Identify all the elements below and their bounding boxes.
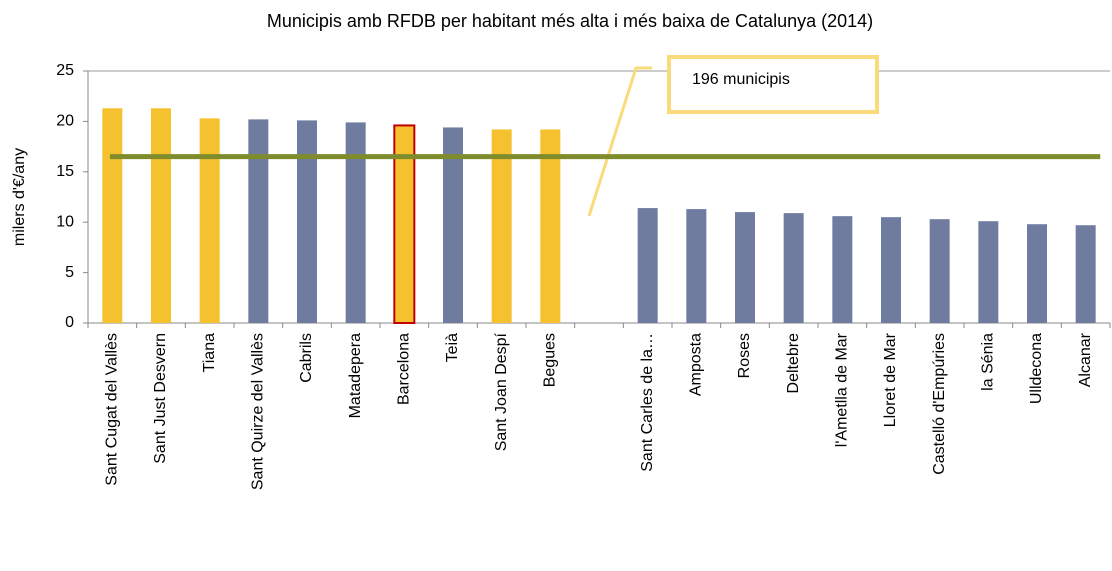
y-axis-label: milers d'€/any — [11, 148, 28, 246]
x-tick-label: Sant Quirze del Vallès — [250, 333, 267, 490]
x-tick-label: Matadepera — [347, 333, 364, 418]
x-tick-label: la Sénia — [980, 333, 997, 391]
bar — [735, 212, 755, 323]
x-tick-label: Sant Joan Despí — [493, 332, 510, 451]
bar — [1027, 224, 1047, 323]
x-tick-label: Cabrils — [298, 333, 315, 383]
bar — [929, 219, 950, 323]
x-tick-label: Deltebre — [785, 333, 802, 394]
chart-title: Municipis amb RFDB per habitant més alta… — [267, 11, 873, 31]
x-tick-label: Tiana — [201, 333, 218, 373]
y-tick-label: 10 — [56, 213, 74, 230]
y-tick-label: 15 — [56, 163, 74, 180]
x-tick-label: Sant Just Desvern — [152, 333, 169, 464]
x-tick-label: Barcelona — [396, 333, 413, 405]
callout-line — [587, 66, 652, 217]
callout-box — [667, 55, 879, 114]
bar — [832, 216, 853, 323]
y-tick-label: 25 — [56, 62, 74, 79]
bar — [978, 221, 999, 323]
annotation: 196 municipis — [692, 71, 790, 88]
bar — [297, 120, 317, 323]
x-tick-label: Castelló d'Empúries — [931, 333, 948, 475]
x-tick-label: Sant Cugat del Vallès — [104, 333, 121, 486]
bar — [443, 127, 463, 323]
x-tick-label: Lloret de Mar — [882, 332, 899, 427]
y-tick-label: 5 — [65, 264, 74, 281]
bar — [491, 129, 512, 323]
bar — [102, 108, 123, 324]
x-tick-label: Alcanar — [1077, 332, 1094, 387]
x-tick-label: Roses — [736, 333, 753, 378]
bar — [199, 118, 220, 323]
y-tick-label: 0 — [65, 314, 74, 331]
bar — [881, 217, 901, 323]
bar — [686, 209, 707, 323]
x-tick-label: l'Ametlla de Mar — [834, 332, 851, 447]
bar — [540, 129, 561, 323]
bar — [1075, 225, 1096, 323]
x-tick-label: Sant Carles de la… — [639, 333, 656, 472]
bar — [151, 108, 171, 324]
bar — [345, 122, 366, 324]
y-tick-label: 20 — [56, 113, 74, 130]
bar — [637, 208, 658, 323]
bar — [783, 213, 804, 323]
x-tick-label: Ulldecona — [1028, 333, 1045, 404]
x-tick-label: Begues — [542, 333, 559, 387]
bar — [248, 119, 269, 323]
x-tick-label: Amposta — [688, 333, 705, 396]
bar — [393, 124, 416, 324]
x-tick-label: Teià — [444, 333, 461, 362]
